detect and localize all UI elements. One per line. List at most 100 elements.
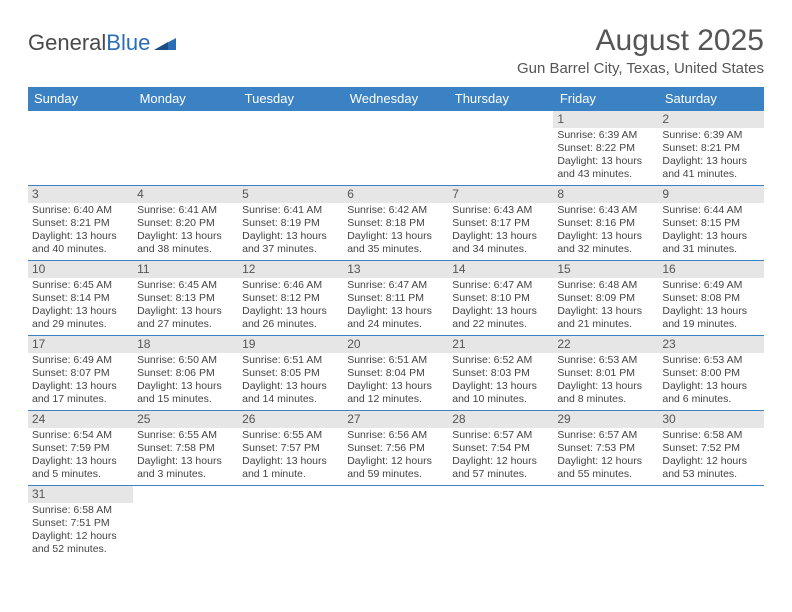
- calendar-cell: 5Sunrise: 6:41 AMSunset: 8:19 PMDaylight…: [238, 186, 343, 261]
- day-number: 8: [553, 186, 658, 203]
- day-info-line: and 32 minutes.: [557, 243, 654, 256]
- day-info-line: Sunrise: 6:57 AM: [452, 429, 549, 442]
- day-info: Sunrise: 6:58 AMSunset: 7:51 PMDaylight:…: [28, 503, 133, 559]
- logo-text-1: General: [28, 30, 106, 56]
- day-info: Sunrise: 6:42 AMSunset: 8:18 PMDaylight:…: [343, 203, 448, 259]
- calendar-cell: [28, 111, 133, 186]
- day-info-line: and 12 minutes.: [347, 393, 444, 406]
- calendar-table: SundayMondayTuesdayWednesdayThursdayFrid…: [28, 87, 764, 570]
- day-info-line: and 27 minutes.: [137, 318, 234, 331]
- calendar-cell: [238, 486, 343, 571]
- weekday-header-row: SundayMondayTuesdayWednesdayThursdayFrid…: [28, 87, 764, 111]
- calendar-week-row: 10Sunrise: 6:45 AMSunset: 8:14 PMDayligh…: [28, 261, 764, 336]
- calendar-cell: 15Sunrise: 6:48 AMSunset: 8:09 PMDayligh…: [553, 261, 658, 336]
- day-info: Sunrise: 6:40 AMSunset: 8:21 PMDaylight:…: [28, 203, 133, 259]
- day-number: 7: [448, 186, 553, 203]
- day-info-line: Sunrise: 6:39 AM: [662, 129, 759, 142]
- day-info: Sunrise: 6:55 AMSunset: 7:57 PMDaylight:…: [238, 428, 343, 484]
- calendar-cell: 12Sunrise: 6:46 AMSunset: 8:12 PMDayligh…: [238, 261, 343, 336]
- day-info-line: Sunset: 7:56 PM: [347, 442, 444, 455]
- day-info-line: and 57 minutes.: [452, 468, 549, 481]
- calendar-cell: [448, 111, 553, 186]
- day-info-line: Daylight: 13 hours: [137, 305, 234, 318]
- day-info-line: and 19 minutes.: [662, 318, 759, 331]
- calendar-week-row: 24Sunrise: 6:54 AMSunset: 7:59 PMDayligh…: [28, 411, 764, 486]
- day-number: 1: [553, 111, 658, 128]
- calendar-cell: 24Sunrise: 6:54 AMSunset: 7:59 PMDayligh…: [28, 411, 133, 486]
- day-info-line: Daylight: 13 hours: [557, 305, 654, 318]
- calendar-cell: [343, 486, 448, 571]
- day-number: 3: [28, 186, 133, 203]
- day-info-line: Daylight: 13 hours: [662, 155, 759, 168]
- day-info-line: and 22 minutes.: [452, 318, 549, 331]
- day-info-line: Sunrise: 6:54 AM: [32, 429, 129, 442]
- calendar-week-row: 31Sunrise: 6:58 AMSunset: 7:51 PMDayligh…: [28, 486, 764, 571]
- day-number: 5: [238, 186, 343, 203]
- weekday-header: Wednesday: [343, 87, 448, 111]
- day-info-line: and 38 minutes.: [137, 243, 234, 256]
- day-info: Sunrise: 6:53 AMSunset: 8:00 PMDaylight:…: [658, 353, 763, 409]
- day-info-line: Daylight: 13 hours: [452, 380, 549, 393]
- calendar-cell: 6Sunrise: 6:42 AMSunset: 8:18 PMDaylight…: [343, 186, 448, 261]
- day-info-line: Daylight: 13 hours: [32, 455, 129, 468]
- calendar-cell: 18Sunrise: 6:50 AMSunset: 8:06 PMDayligh…: [133, 336, 238, 411]
- day-info: Sunrise: 6:49 AMSunset: 8:07 PMDaylight:…: [28, 353, 133, 409]
- day-info-line: Sunrise: 6:50 AM: [137, 354, 234, 367]
- calendar-cell: 10Sunrise: 6:45 AMSunset: 8:14 PMDayligh…: [28, 261, 133, 336]
- day-info-line: and 59 minutes.: [347, 468, 444, 481]
- calendar-cell: 13Sunrise: 6:47 AMSunset: 8:11 PMDayligh…: [343, 261, 448, 336]
- day-info-line: Sunset: 8:22 PM: [557, 142, 654, 155]
- day-info-line: Sunset: 8:18 PM: [347, 217, 444, 230]
- day-info-line: Sunset: 8:21 PM: [32, 217, 129, 230]
- day-info-line: Sunrise: 6:47 AM: [452, 279, 549, 292]
- day-info-line: Daylight: 13 hours: [452, 230, 549, 243]
- day-info-line: Sunset: 8:13 PM: [137, 292, 234, 305]
- calendar-cell: 30Sunrise: 6:58 AMSunset: 7:52 PMDayligh…: [658, 411, 763, 486]
- day-info-line: Sunrise: 6:52 AM: [452, 354, 549, 367]
- day-info-line: Daylight: 12 hours: [347, 455, 444, 468]
- day-info-line: Daylight: 13 hours: [347, 305, 444, 318]
- day-info-line: and 15 minutes.: [137, 393, 234, 406]
- weekday-header: Saturday: [658, 87, 763, 111]
- calendar-cell: 3Sunrise: 6:40 AMSunset: 8:21 PMDaylight…: [28, 186, 133, 261]
- day-info-line: and 41 minutes.: [662, 168, 759, 181]
- day-info-line: and 10 minutes.: [452, 393, 549, 406]
- day-info-line: Sunset: 8:19 PM: [242, 217, 339, 230]
- day-info-line: Sunset: 8:03 PM: [452, 367, 549, 380]
- day-info: Sunrise: 6:45 AMSunset: 8:14 PMDaylight:…: [28, 278, 133, 334]
- day-info-line: Sunset: 8:09 PM: [557, 292, 654, 305]
- day-info-line: Sunrise: 6:41 AM: [242, 204, 339, 217]
- weekday-header: Sunday: [28, 87, 133, 111]
- day-info-line: and 17 minutes.: [32, 393, 129, 406]
- weekday-header: Thursday: [448, 87, 553, 111]
- day-info-line: Daylight: 13 hours: [662, 305, 759, 318]
- calendar-cell: 27Sunrise: 6:56 AMSunset: 7:56 PMDayligh…: [343, 411, 448, 486]
- day-info-line: Daylight: 12 hours: [557, 455, 654, 468]
- day-info-line: Sunset: 8:04 PM: [347, 367, 444, 380]
- day-info: Sunrise: 6:51 AMSunset: 8:04 PMDaylight:…: [343, 353, 448, 409]
- day-info: Sunrise: 6:54 AMSunset: 7:59 PMDaylight:…: [28, 428, 133, 484]
- day-info-line: Sunset: 8:17 PM: [452, 217, 549, 230]
- day-info-line: Sunset: 8:06 PM: [137, 367, 234, 380]
- calendar-cell: 21Sunrise: 6:52 AMSunset: 8:03 PMDayligh…: [448, 336, 553, 411]
- day-number: 31: [28, 486, 133, 503]
- day-number: 21: [448, 336, 553, 353]
- day-info-line: and 3 minutes.: [137, 468, 234, 481]
- calendar-cell: 31Sunrise: 6:58 AMSunset: 7:51 PMDayligh…: [28, 486, 133, 571]
- calendar-cell: [343, 111, 448, 186]
- day-info-line: and 14 minutes.: [242, 393, 339, 406]
- day-number: 18: [133, 336, 238, 353]
- title-block: August 2025 Gun Barrel City, Texas, Unit…: [517, 24, 764, 77]
- weekday-header: Tuesday: [238, 87, 343, 111]
- day-info-line: Daylight: 13 hours: [137, 230, 234, 243]
- day-info-line: Sunset: 8:20 PM: [137, 217, 234, 230]
- day-info-line: Sunrise: 6:43 AM: [557, 204, 654, 217]
- day-number: 26: [238, 411, 343, 428]
- calendar-cell: 25Sunrise: 6:55 AMSunset: 7:58 PMDayligh…: [133, 411, 238, 486]
- calendar-cell: 17Sunrise: 6:49 AMSunset: 8:07 PMDayligh…: [28, 336, 133, 411]
- day-info: Sunrise: 6:44 AMSunset: 8:15 PMDaylight:…: [658, 203, 763, 259]
- day-info: Sunrise: 6:49 AMSunset: 8:08 PMDaylight:…: [658, 278, 763, 334]
- day-info: Sunrise: 6:39 AMSunset: 8:22 PMDaylight:…: [553, 128, 658, 184]
- calendar-cell: 29Sunrise: 6:57 AMSunset: 7:53 PMDayligh…: [553, 411, 658, 486]
- day-info-line: Sunset: 7:53 PM: [557, 442, 654, 455]
